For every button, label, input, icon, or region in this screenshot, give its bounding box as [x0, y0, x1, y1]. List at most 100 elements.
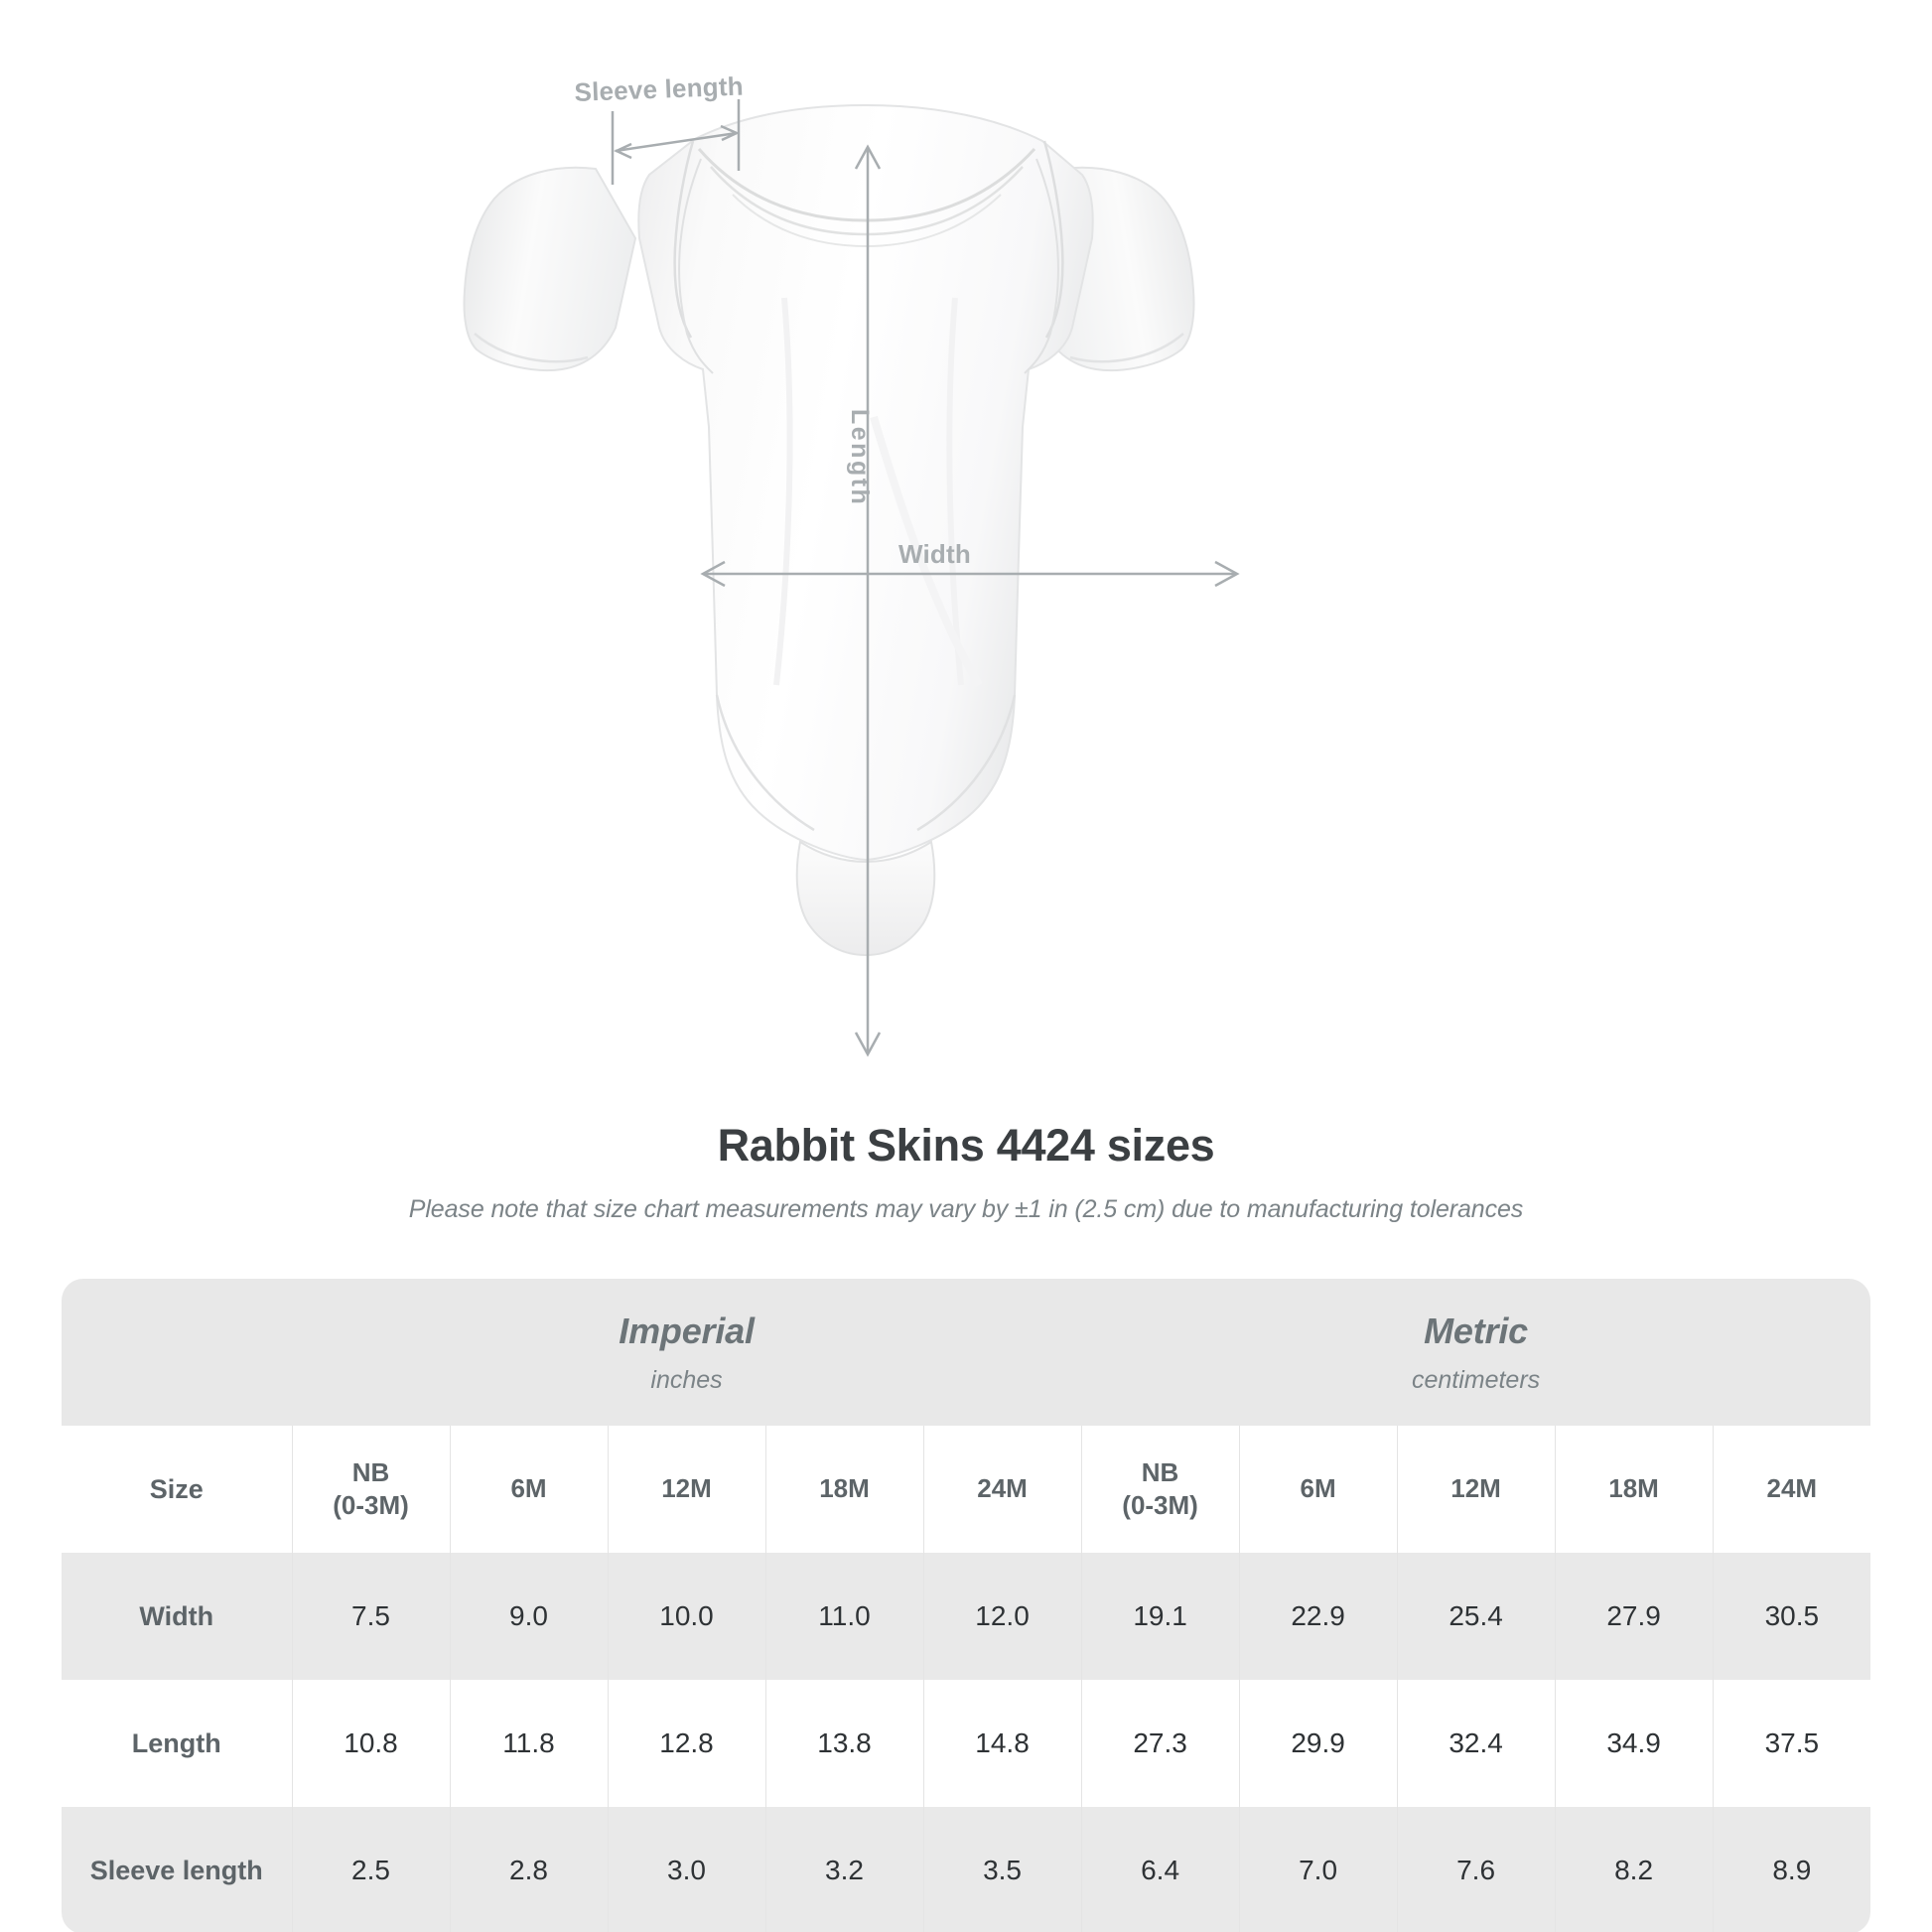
sleeve-length-label: Sleeve length: [574, 70, 745, 107]
left-shoulder-seam: [673, 140, 695, 339]
column-header-line1: 6M: [1300, 1473, 1336, 1504]
fabric-fold-1: [773, 297, 793, 686]
column-header-line1: 18M: [1608, 1473, 1659, 1504]
left-armhole-seam: [678, 158, 714, 374]
page-subtitle: Please note that size chart measurements…: [408, 1195, 1524, 1223]
table-cell: 29.9: [1238, 1680, 1398, 1807]
cell-value: 2.8: [509, 1855, 548, 1885]
table-row: Sleeve length 2.5 2.8 3.0 3.2 3.5 6.4 7.…: [62, 1807, 1871, 1932]
table-cell: 34.9: [1554, 1680, 1714, 1807]
table-cell: 25.4: [1396, 1553, 1556, 1680]
column-header-row: Size NB (0-3M) 6M 12M 18M: [62, 1426, 1871, 1553]
table-row: Length 10.8 11.8 12.8 13.8 14.8 27.3 29.…: [62, 1680, 1871, 1807]
table-cell: 11.0: [764, 1553, 924, 1680]
cell-value: 10.8: [344, 1727, 398, 1758]
cell-value: 11.0: [818, 1600, 871, 1631]
cell-value: 2.5: [351, 1855, 390, 1885]
table-cell: 14.8: [922, 1680, 1082, 1807]
table-cell: 22.9: [1238, 1553, 1398, 1680]
cell-value: 9.0: [509, 1600, 548, 1631]
table-cell: 7.0: [1238, 1807, 1398, 1932]
cell-value: 11.8: [502, 1727, 555, 1758]
cell-value: 8.9: [1772, 1855, 1812, 1885]
column-header-line2: (0-3M): [333, 1490, 409, 1520]
cell-value: 27.3: [1133, 1727, 1187, 1758]
length-guide: [854, 144, 882, 1057]
right-cuff-hem: [1069, 333, 1184, 363]
title-block: Rabbit Skins 4424 sizes Please note that…: [0, 1120, 1932, 1224]
table-cell: 27.9: [1554, 1553, 1714, 1680]
table-cell: 2.5: [291, 1807, 451, 1932]
table-cell: 6.4: [1080, 1807, 1240, 1932]
cell-value: 6.4: [1141, 1855, 1180, 1885]
row-label-text: Length: [131, 1727, 221, 1758]
column-header-12m-metric: 12M: [1396, 1426, 1556, 1553]
row-label-length: Length: [62, 1680, 293, 1807]
row-label-width: Width: [62, 1553, 293, 1680]
unit-header-spacer: [62, 1279, 292, 1426]
unit-group-metric: Metric centimeters: [1081, 1279, 1871, 1426]
cell-value: 13.8: [817, 1727, 872, 1758]
table-cell: 10.8: [291, 1680, 451, 1807]
cell-value: 12.8: [659, 1727, 714, 1758]
column-header-line1: 12M: [661, 1473, 712, 1504]
table-cell: 7.5: [291, 1553, 451, 1680]
size-table-wrapper: Imperial inches Metric centimeters Size …: [62, 1279, 1871, 1932]
table-corner-header-label: Size: [149, 1473, 204, 1504]
table-cell: 9.0: [449, 1553, 609, 1680]
unit-group-imperial-name: Imperial: [619, 1310, 755, 1351]
column-header-nb-metric: NB (0-3M): [1080, 1426, 1240, 1553]
fabric-fold-3: [870, 415, 983, 687]
cell-value: 3.5: [983, 1855, 1022, 1885]
unit-group-metric-name: Metric: [1424, 1310, 1528, 1351]
column-header-12m-imperial: 12M: [607, 1426, 766, 1553]
column-header-line1: 12M: [1450, 1473, 1501, 1504]
page-title: Rabbit Skins 4424 sizes: [717, 1120, 1215, 1171]
cell-value: 27.9: [1606, 1600, 1661, 1631]
table-cell: 12.0: [922, 1553, 1082, 1680]
table-cell: 13.8: [764, 1680, 924, 1807]
column-header-24m-metric: 24M: [1712, 1426, 1871, 1553]
length-label: Length: [846, 409, 874, 507]
column-header-line1: NB: [351, 1456, 390, 1487]
table-cell: 3.0: [607, 1807, 766, 1932]
table-cell: 3.2: [764, 1807, 924, 1932]
cell-value: 7.0: [1299, 1855, 1338, 1885]
column-header-18m-imperial: 18M: [764, 1426, 924, 1553]
table-cell: 7.6: [1396, 1807, 1556, 1932]
table-cell: 3.5: [922, 1807, 1082, 1932]
table-cell: 32.4: [1396, 1680, 1556, 1807]
column-header-24m-imperial: 24M: [922, 1426, 1082, 1553]
left-sleeve: [463, 166, 637, 371]
onesie-drawing: [463, 99, 1240, 1057]
column-header-6m-metric: 6M: [1238, 1426, 1398, 1553]
table-row: Width 7.5 9.0 10.0 11.0 12.0 19.1 22.9 2…: [62, 1553, 1871, 1680]
table-cell: 2.8: [449, 1807, 609, 1932]
table-cell: 30.5: [1712, 1553, 1871, 1680]
cell-value: 10.0: [659, 1600, 714, 1631]
cell-value: 12.0: [975, 1600, 1030, 1631]
column-header-18m-metric: 18M: [1554, 1426, 1714, 1553]
table-corner-header: Size: [62, 1426, 293, 1553]
column-header-line1: NB: [1141, 1456, 1179, 1487]
size-table: Imperial inches Metric centimeters Size …: [62, 1279, 1871, 1932]
width-label: Width: [898, 539, 971, 569]
cell-value: 29.9: [1291, 1727, 1345, 1758]
table-cell: 8.2: [1554, 1807, 1714, 1932]
cell-value: 3.2: [825, 1855, 864, 1885]
cell-value: 7.6: [1456, 1855, 1496, 1885]
neckline-outer: [697, 147, 1036, 222]
cell-value: 37.5: [1764, 1727, 1820, 1758]
right-leg-hem: [916, 694, 1017, 832]
table-cell: 19.1: [1080, 1553, 1240, 1680]
right-armhole-seam: [1024, 158, 1059, 374]
table-cell: 11.8: [449, 1680, 609, 1807]
cell-value: 32.4: [1449, 1727, 1503, 1758]
bodysuit-body: [637, 103, 1094, 862]
table-cell: 10.0: [607, 1553, 766, 1680]
row-label-sleeve-length: Sleeve length: [62, 1807, 293, 1932]
column-header-line1: 24M: [977, 1473, 1028, 1504]
table-cell: 8.9: [1712, 1807, 1871, 1932]
cell-value: 19.1: [1133, 1600, 1187, 1631]
